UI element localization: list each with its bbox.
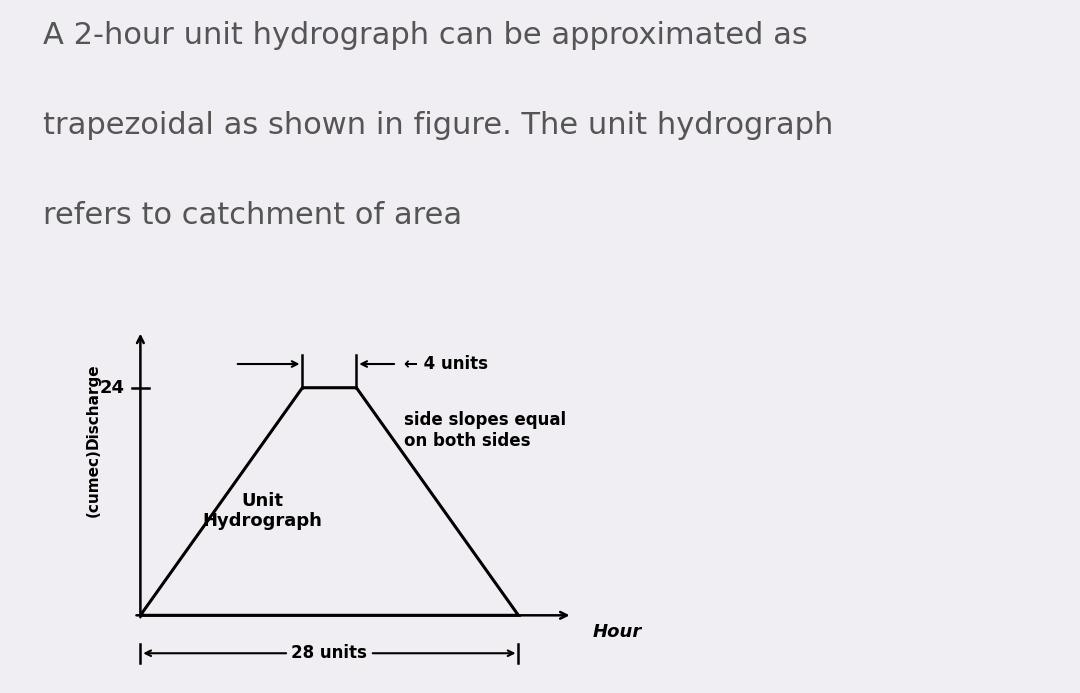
Text: refers to catchment of area: refers to catchment of area <box>43 201 462 230</box>
Text: A 2-hour unit hydrograph can be approximated as: A 2-hour unit hydrograph can be approxim… <box>43 21 808 50</box>
Text: 24: 24 <box>99 378 124 396</box>
Text: trapezoidal as shown in figure. The unit hydrograph: trapezoidal as shown in figure. The unit… <box>43 111 834 140</box>
Text: Discharge: Discharge <box>85 364 100 450</box>
Text: (cumec): (cumec) <box>85 448 100 517</box>
Text: Hour: Hour <box>593 624 642 642</box>
Text: side slopes equal
on both sides: side slopes equal on both sides <box>404 412 566 450</box>
Text: 28 units: 28 units <box>292 644 367 663</box>
Text: Unit
Hydrograph: Unit Hydrograph <box>202 491 322 530</box>
Text: ← 4 units: ← 4 units <box>404 355 488 373</box>
